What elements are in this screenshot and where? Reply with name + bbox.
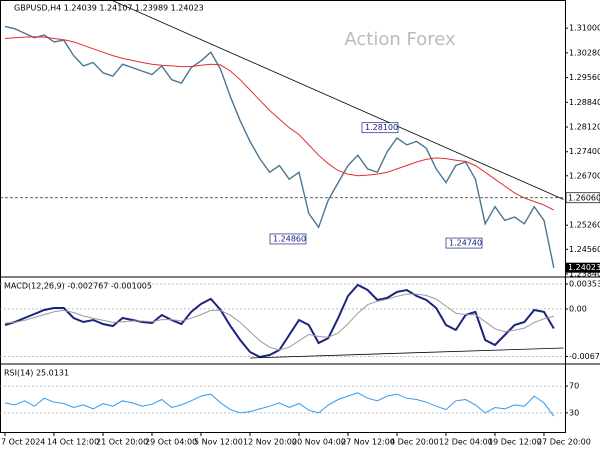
price-annotation: 1.24740 — [449, 239, 482, 248]
y-tick-label: 0.003537 — [569, 279, 600, 288]
x-tick-label: 29 Oct 04:00 — [145, 438, 197, 447]
y-tick-label: 1.30280 — [569, 48, 600, 57]
x-tick-label: 27 Nov 12:00 — [341, 438, 395, 447]
x-tick-label: 4 Dec 20:00 — [390, 438, 439, 447]
plot-frame — [0, 0, 566, 433]
y-tick-label: -0.006711 — [569, 352, 600, 361]
x-tick-label: 20 Nov 04:00 — [292, 438, 346, 447]
x-tick-label: 21 Oct 20:00 — [96, 438, 148, 447]
y-tick-label: 1.28120 — [569, 123, 600, 132]
y-tick-label: 1.25260 — [569, 221, 600, 230]
level-label-box — [565, 192, 600, 204]
x-tick-label: 12 Dec 04:00 — [439, 438, 493, 447]
trend-line — [249, 347, 564, 359]
y-tick-label: 1.28840 — [569, 98, 600, 107]
trend-line — [112, 0, 564, 200]
y-tick-label: 1.31000 — [569, 24, 600, 33]
y-tick-label: 0.00 — [569, 304, 587, 313]
x-tick-label: 12 Nov 20:00 — [243, 438, 297, 447]
price-annotation-box — [445, 237, 483, 249]
level-label: 1.26060 — [568, 193, 600, 202]
last-price-box — [566, 262, 600, 273]
price-annotation: 1.28100 — [365, 123, 398, 132]
x-tick-label: 5 Nov 12:00 — [194, 438, 243, 447]
symbol-header: GBPUSD,H4 1.24039 1.24107 1.23989 1.2402… — [14, 4, 204, 13]
series-line — [4, 36, 555, 211]
price-annotation-box — [361, 122, 399, 134]
series-line — [4, 25, 555, 268]
y-tick-label: 1.29560 — [569, 73, 600, 82]
panel-title: RSI(14) 25.0131 — [4, 369, 69, 378]
last-price-label: 1.24023 — [568, 263, 600, 272]
y-tick-label: 1.24560 — [569, 245, 600, 254]
x-tick-label: 14 Oct 12:00 — [47, 438, 99, 447]
series-line — [4, 392, 555, 417]
x-tick-label: 7 Oct 2024 — [1, 438, 45, 447]
price-annotation-box — [269, 233, 307, 245]
x-tick-label: 27 Dec 20:00 — [537, 438, 591, 447]
y-tick-label: 1.26700 — [569, 171, 600, 180]
panel-title: MACD(12,26,9) -0.002767 -0.001005 — [4, 282, 152, 291]
series-line — [4, 293, 554, 351]
y-tick-label: 70 — [569, 382, 579, 391]
y-tick-label: 1.23840 — [569, 269, 600, 278]
y-tick-label: 30 — [569, 408, 579, 417]
watermark: Action Forex — [344, 29, 456, 50]
x-tick-label: 19 Dec 12:00 — [488, 438, 542, 447]
price-annotation: 1.24860 — [273, 234, 306, 243]
y-tick-label: 1.27400 — [569, 147, 600, 156]
